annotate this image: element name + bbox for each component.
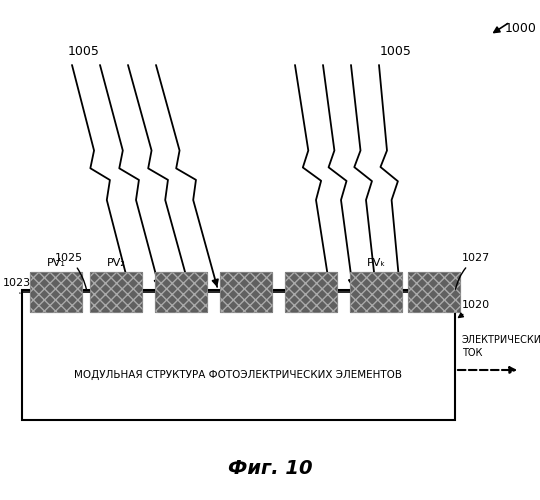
Text: ЭЛЕКТРИЧЕСКИЙ: ЭЛЕКТРИЧЕСКИЙ [462, 335, 540, 345]
Bar [408, 272, 460, 312]
Text: PVₖ: PVₖ [367, 258, 386, 268]
Text: 1027: 1027 [456, 253, 490, 290]
Text: ТОК: ТОК [462, 348, 482, 358]
Bar [220, 272, 272, 312]
Text: Фиг. 10: Фиг. 10 [228, 458, 312, 477]
Text: 1020: 1020 [458, 300, 490, 318]
Text: 1005: 1005 [380, 45, 412, 58]
Text: МОДУЛЬНАЯ СТРУКТУРА ФОТОЭЛЕКТРИЧЕСКИХ ЭЛЕМЕНТОВ: МОДУЛЬНАЯ СТРУКТУРА ФОТОЭЛЕКТРИЧЕСКИХ ЭЛ… [75, 370, 402, 380]
Text: PV₂: PV₂ [106, 258, 125, 268]
Text: 1025: 1025 [55, 253, 86, 290]
Bar [30, 272, 82, 312]
Bar [22, 290, 455, 420]
Text: 1000: 1000 [505, 22, 537, 35]
Bar [285, 272, 337, 312]
Bar [408, 272, 460, 312]
Bar [350, 272, 402, 312]
Bar [90, 272, 142, 312]
Text: PV₁: PV₁ [46, 258, 65, 268]
Bar [90, 272, 142, 312]
Bar [285, 272, 337, 312]
Bar [30, 272, 82, 312]
Bar [155, 272, 207, 312]
Bar [350, 272, 402, 312]
Text: 1023: 1023 [3, 278, 31, 293]
Bar [155, 272, 207, 312]
Text: 1005: 1005 [68, 45, 100, 58]
Bar [220, 272, 272, 312]
